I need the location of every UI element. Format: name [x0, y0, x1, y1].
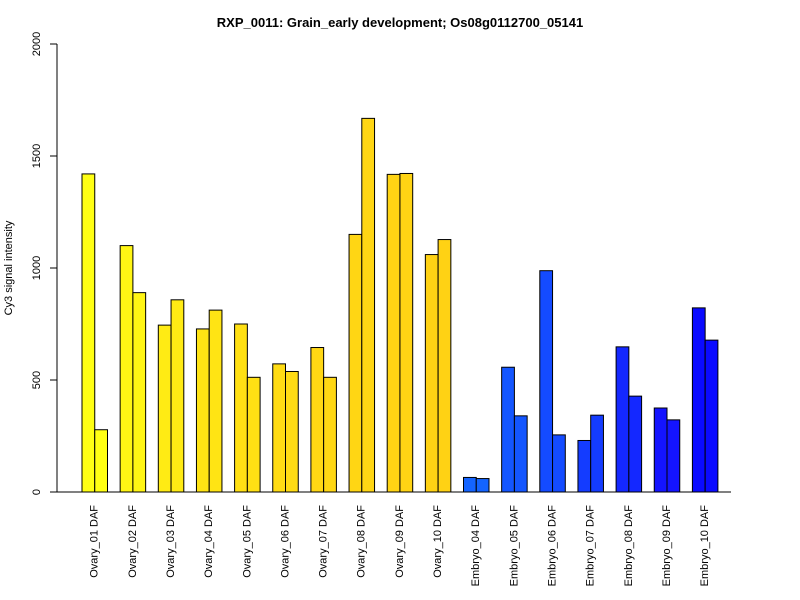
- bar: [195, 328, 210, 493]
- bar: [246, 376, 261, 493]
- x-tick-label: Ovary_07 DAF: [318, 505, 330, 578]
- bar: [437, 239, 452, 493]
- y-tick-label: 0: [31, 489, 43, 495]
- x-tick-label: Ovary_01 DAF: [89, 505, 101, 578]
- x-tick-label: Embryo_04 DAF: [470, 505, 482, 587]
- bar: [323, 376, 337, 493]
- y-axis: 0 500 1000 1500 2000: [31, 32, 58, 495]
- x-tick-label: Ovary_05 DAF: [241, 505, 253, 578]
- x-tick-label: Ovary_04 DAF: [203, 505, 215, 578]
- bar: [424, 254, 439, 493]
- bar: [463, 476, 477, 493]
- bar: [348, 233, 363, 493]
- x-tick-label: Ovary_09 DAF: [394, 505, 406, 578]
- bar: [501, 366, 515, 493]
- y-tick-label: 2000: [31, 32, 43, 56]
- bar: [552, 434, 566, 493]
- bar: [157, 324, 172, 493]
- x-tick-label: Embryo_05 DAF: [508, 505, 520, 587]
- y-axis-label: Cy3 signal intensity: [3, 220, 15, 315]
- bar: [666, 419, 681, 493]
- bar: [94, 429, 108, 493]
- bar: [272, 363, 286, 493]
- bar: [386, 173, 401, 493]
- bar: [81, 173, 96, 493]
- y-tick-label: 1500: [31, 144, 43, 168]
- bar: [119, 245, 134, 493]
- bar: [208, 309, 223, 493]
- bar: [234, 323, 248, 493]
- x-tick-label: Ovary_08 DAF: [356, 505, 368, 578]
- x-tick-label: Ovary_06 DAF: [279, 505, 291, 578]
- x-tick-label: Embryo_09 DAF: [661, 505, 673, 587]
- bar: [132, 292, 147, 493]
- bar: [615, 346, 630, 493]
- bar: [310, 347, 325, 493]
- chart-title: RXP_0011: Grain_early development; Os08g…: [217, 15, 583, 30]
- bar: [590, 414, 604, 493]
- x-tick-label: Embryo_10 DAF: [699, 505, 711, 587]
- x-tick-label: Embryo_08 DAF: [623, 505, 635, 587]
- bar: [285, 370, 299, 493]
- bar: [653, 407, 668, 493]
- x-tick-labels: Ovary_01 DAF Ovary_02 DAF Ovary_03 DAF Ovar…: [89, 505, 711, 587]
- bar: [628, 395, 643, 493]
- bar: [704, 339, 719, 493]
- x-tick-label: Ovary_02 DAF: [127, 505, 139, 578]
- y-tick-label: 1000: [31, 256, 43, 280]
- bar: [170, 299, 185, 493]
- bar: [539, 270, 554, 493]
- y-tick-label: 500: [31, 371, 43, 389]
- bar: [513, 415, 528, 493]
- bar: [577, 439, 592, 493]
- bars-group: [81, 117, 719, 493]
- bar: [399, 172, 414, 493]
- bar: [691, 307, 706, 493]
- x-tick-label: Embryo_07 DAF: [585, 505, 597, 587]
- bar: [361, 117, 376, 493]
- x-tick-label: Ovary_10 DAF: [432, 505, 444, 578]
- x-tick-label: Embryo_06 DAF: [546, 505, 558, 587]
- x-tick-label: Ovary_03 DAF: [165, 505, 177, 578]
- bar: [475, 478, 490, 493]
